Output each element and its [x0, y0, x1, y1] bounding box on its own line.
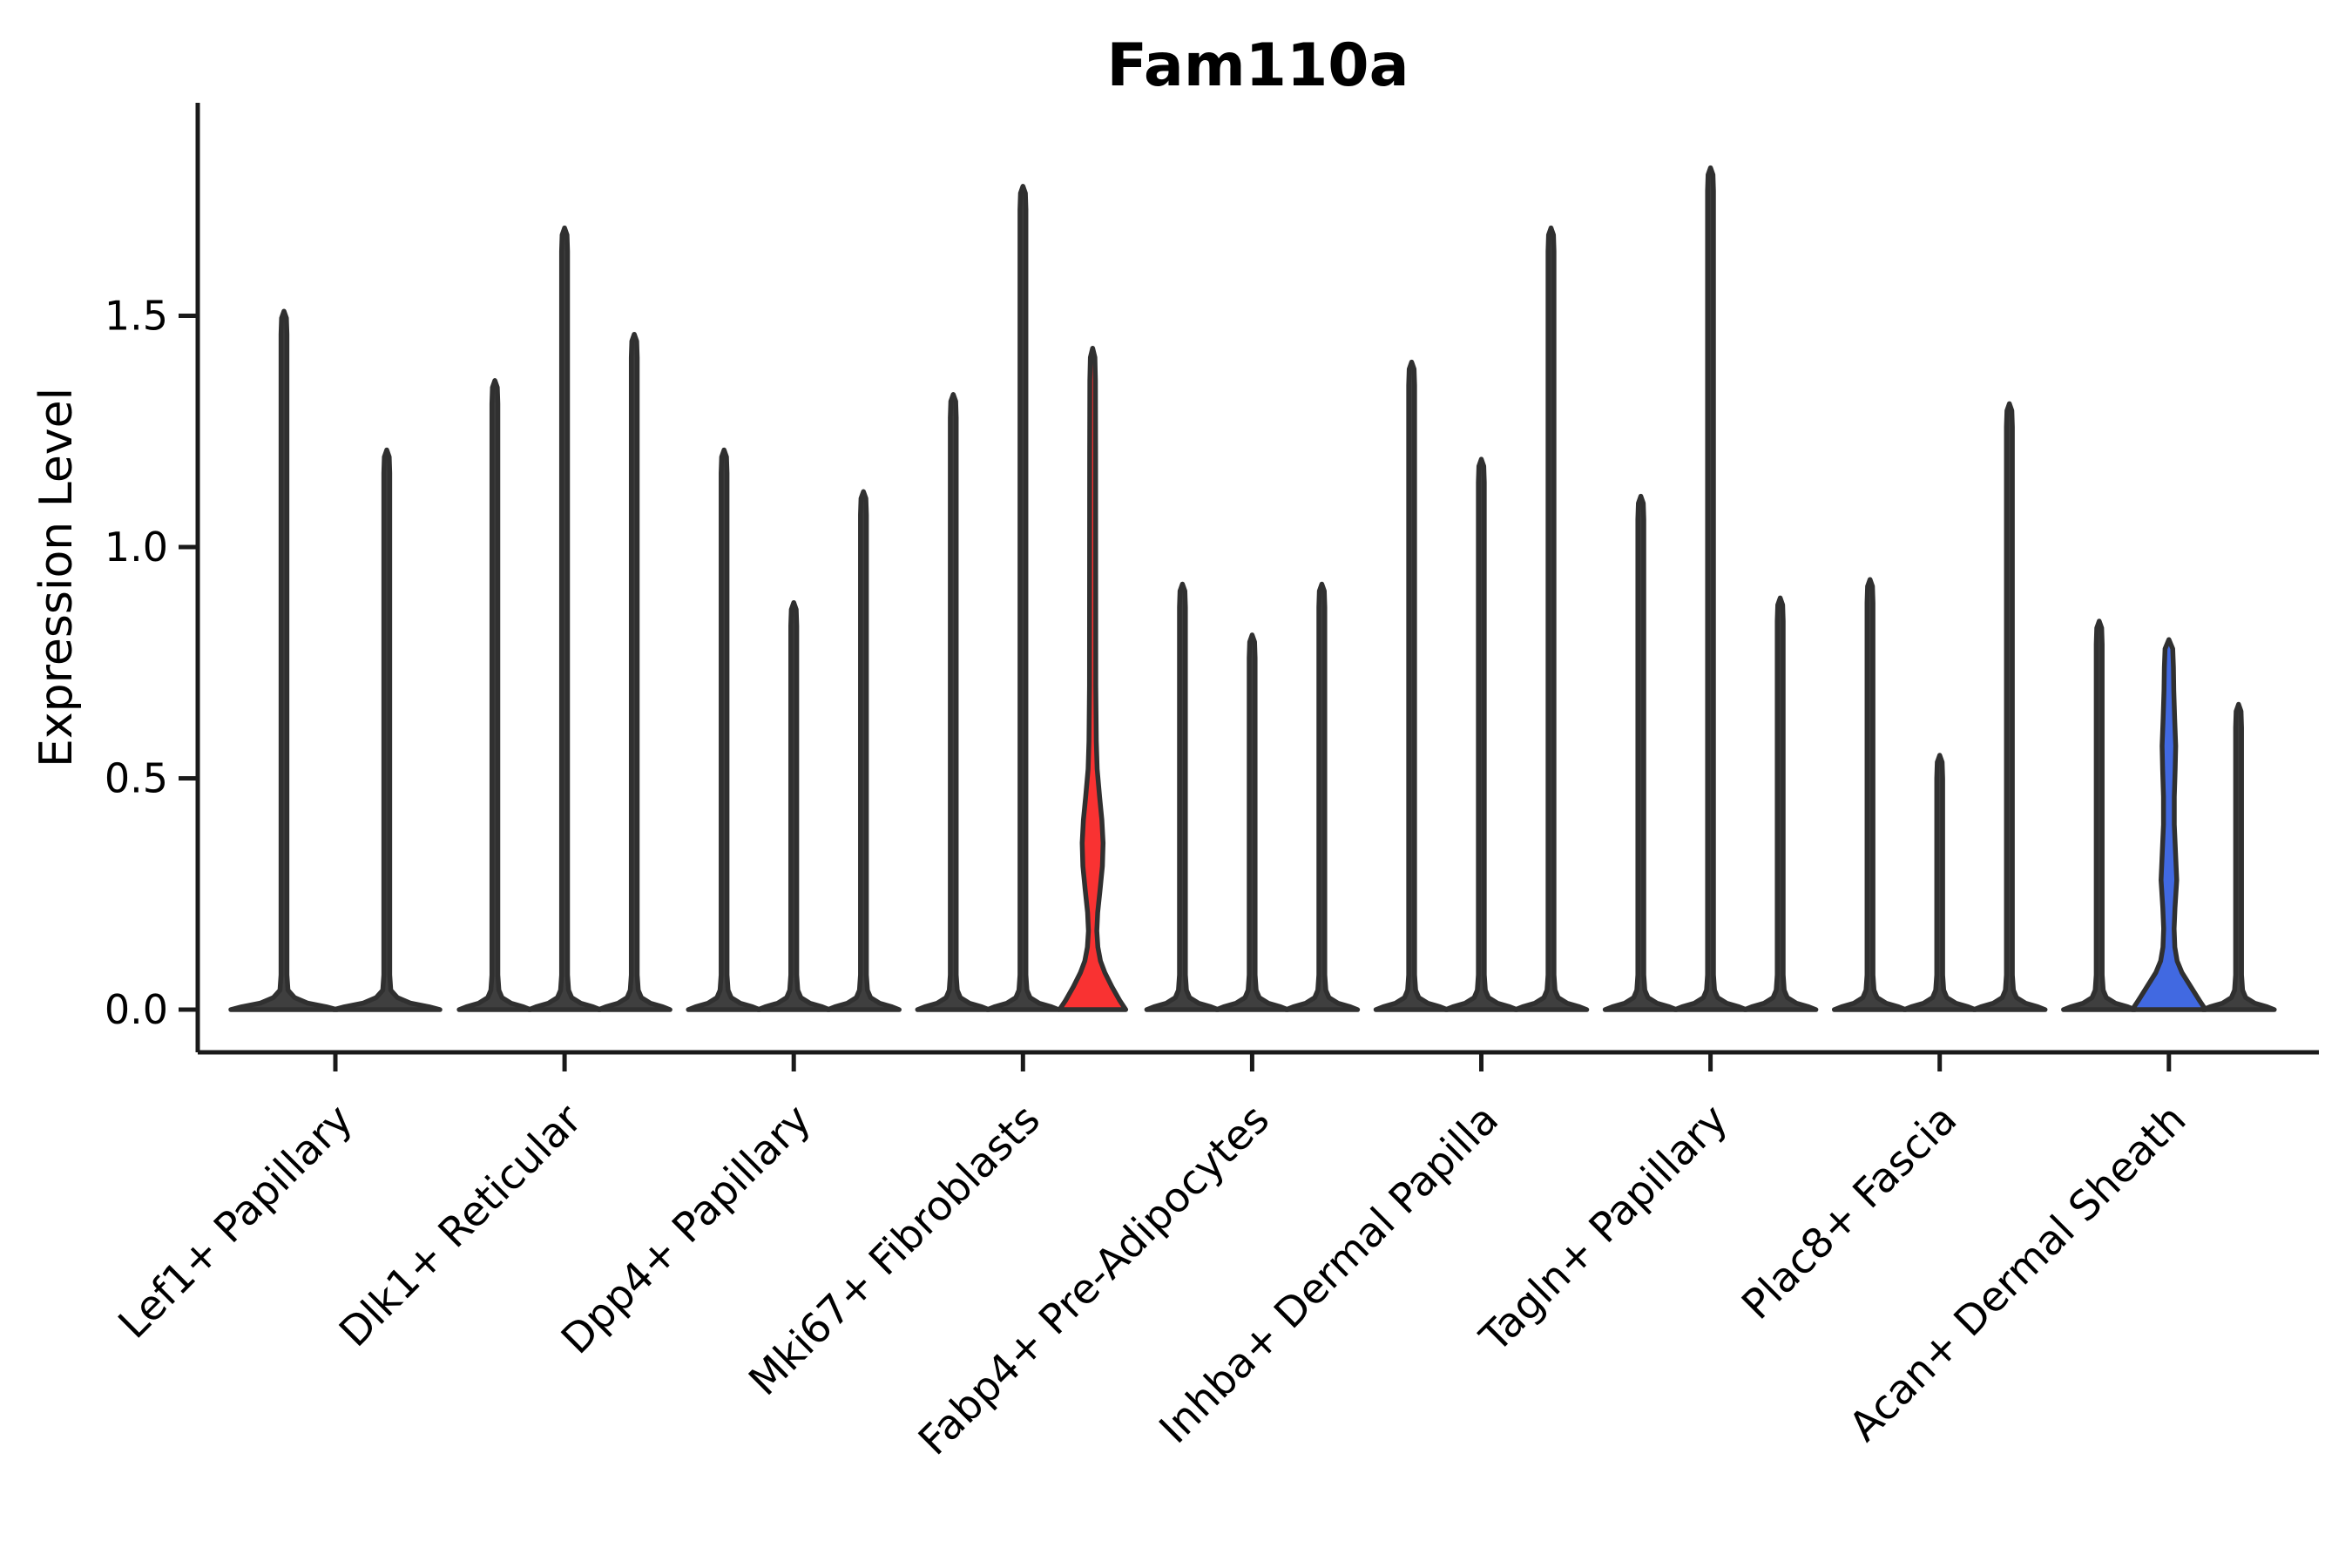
violin-2-1 — [456, 378, 533, 1012]
violin-9-2-blue — [2130, 637, 2208, 1012]
violin-7-3 — [1741, 595, 1819, 1012]
violin-8-1 — [1831, 577, 1909, 1012]
x-tick-label-1: Dlk1+ Reticular — [330, 1095, 591, 1356]
violin-6-1 — [1373, 359, 1450, 1012]
violin-6-2 — [1443, 456, 1520, 1012]
chart-title: Fam110a — [1106, 31, 1409, 100]
violin-6-3 — [1512, 225, 1590, 1012]
violin-4-1 — [915, 392, 992, 1012]
violin-3-2 — [755, 599, 832, 1012]
x-tick-label-7: Plac8+ Fascia — [1733, 1096, 1966, 1329]
violin-9-1 — [2061, 618, 2138, 1012]
y-tick-label-1: 0.5 — [105, 755, 168, 802]
violin-7-2 — [1672, 165, 1749, 1012]
y-tick-label-2: 1.0 — [105, 524, 168, 571]
violin-9-3 — [2200, 701, 2277, 1012]
violin-8-3 — [1970, 401, 2048, 1012]
y-axis-label: Expression Level — [30, 388, 83, 767]
violins-layer — [228, 165, 2277, 1012]
violin-5-3 — [1283, 581, 1361, 1012]
violin-3-1 — [686, 447, 762, 1012]
violin-3-3 — [825, 489, 902, 1012]
violin-7-1 — [1602, 493, 1680, 1012]
violin-4-3-red — [1057, 345, 1129, 1012]
x-tick-label-2: Dpp4+ Papillary — [552, 1096, 821, 1364]
violin-1-1 — [228, 308, 340, 1012]
violin-2-3 — [596, 331, 672, 1012]
violin-5-2 — [1213, 632, 1291, 1012]
violin-4-2 — [984, 184, 1062, 1012]
violin-8-2 — [1901, 753, 1978, 1012]
violin-5-1 — [1144, 581, 1221, 1012]
y-tick-label-3: 1.5 — [105, 293, 168, 340]
x-tick-label-0: Lef1+ Papillary — [110, 1096, 362, 1348]
violin-1-2 — [331, 447, 443, 1012]
y-tick-label-0: 0.0 — [105, 986, 168, 1033]
violin-2-2 — [526, 225, 603, 1012]
x-tick-label-6: Tagln+ Papillary — [1470, 1096, 1737, 1362]
